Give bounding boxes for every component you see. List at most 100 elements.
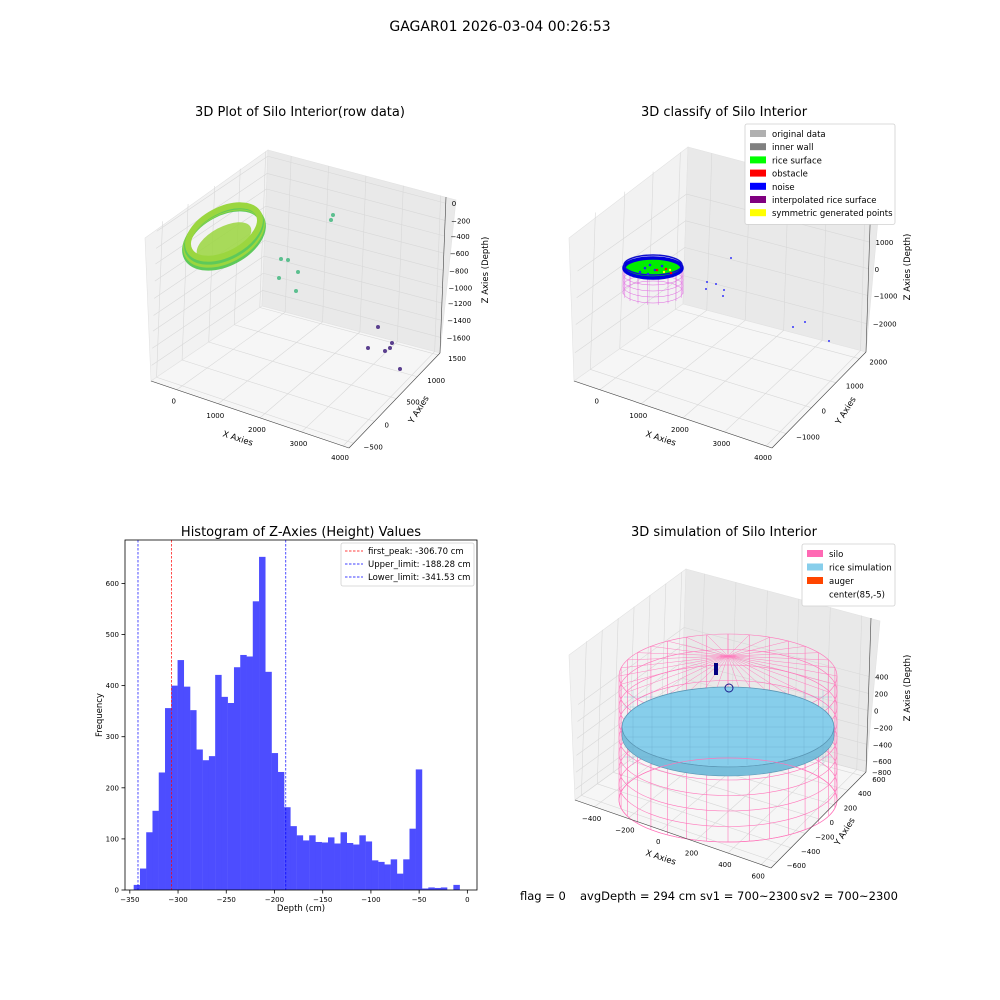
noise-point bbox=[723, 289, 725, 291]
z-tick-label: −2000 bbox=[873, 321, 897, 329]
silo-roof-wire bbox=[727, 636, 770, 657]
outlier-point bbox=[383, 349, 387, 353]
x-tick-label: −400 bbox=[582, 815, 601, 823]
x-tick-label: 400 bbox=[718, 861, 731, 869]
silo-roof-wire bbox=[627, 655, 729, 661]
silo-roof-wire bbox=[627, 655, 729, 693]
legend-swatch bbox=[807, 550, 823, 557]
histogram-bar bbox=[139, 868, 147, 890]
x-tick-label: 2000 bbox=[671, 426, 689, 434]
z-axis-label: Z Axies (Depth) bbox=[903, 234, 913, 301]
legend-entry: interpolated rice surface bbox=[772, 196, 877, 206]
marks bbox=[182, 202, 402, 371]
y-tick-label: 300 bbox=[106, 733, 119, 741]
histogram-bar bbox=[359, 835, 366, 890]
histogram-bar bbox=[202, 760, 210, 890]
legend-entry: inner wall bbox=[772, 143, 813, 153]
z-tick-label: −1000 bbox=[874, 292, 898, 300]
legend-entry: noise bbox=[772, 183, 795, 193]
x-tick-label: 200 bbox=[685, 849, 698, 857]
silo-roof-wire bbox=[621, 655, 729, 669]
y-tick-label: 400 bbox=[858, 790, 871, 798]
symmetric-point bbox=[668, 268, 672, 272]
histogram-bar bbox=[371, 860, 379, 890]
y-tick-label: −400 bbox=[801, 848, 820, 856]
y-tick-label: 200 bbox=[106, 784, 119, 792]
legend-swatch bbox=[750, 196, 766, 203]
histogram-bars bbox=[133, 556, 460, 890]
panel-classify-title: 3D classify of Silo Interior bbox=[641, 105, 808, 120]
inner-wall bbox=[623, 254, 683, 276]
x-tick-label: 0 bbox=[172, 398, 176, 406]
legend-entry: Lower_limit: -341.53 cm bbox=[368, 573, 470, 583]
histogram-bar bbox=[334, 843, 341, 890]
histogram-bar bbox=[378, 861, 385, 890]
outlier-point bbox=[277, 276, 281, 280]
x-tick-label: 600 bbox=[752, 873, 765, 881]
legend-swatch bbox=[807, 577, 823, 584]
noise-point bbox=[705, 288, 707, 290]
outlier-point bbox=[329, 218, 333, 222]
center-marker bbox=[724, 683, 734, 693]
histogram-bar bbox=[396, 873, 404, 890]
histogram-bar bbox=[265, 671, 272, 890]
auger bbox=[714, 663, 718, 675]
silo-roof-wire bbox=[637, 652, 729, 657]
sv1-text: sv1 = 700~2300 bbox=[700, 889, 798, 903]
histogram-bar bbox=[302, 840, 310, 890]
legend-entry: silo bbox=[829, 550, 843, 560]
silo-roof-wire bbox=[727, 646, 806, 657]
silo-roof-wire bbox=[727, 655, 819, 700]
x-tick-label: −250 bbox=[217, 896, 236, 904]
histogram-bar bbox=[196, 749, 203, 890]
x-tick-label: 1000 bbox=[629, 412, 647, 420]
noise-point bbox=[648, 263, 652, 267]
outlier-point bbox=[366, 346, 370, 350]
noise-point bbox=[828, 340, 830, 342]
simulation-title: 3D simulation of Silo Interior bbox=[631, 525, 818, 540]
histogram-bar bbox=[328, 837, 335, 890]
legend-entry: Upper_limit: -188.28 cm bbox=[368, 560, 471, 570]
silo-roof-wire bbox=[727, 655, 835, 685]
x-tick-label: −50 bbox=[412, 896, 427, 904]
z-tick-label: −1600 bbox=[447, 334, 471, 342]
outlier-point bbox=[398, 367, 402, 371]
z-tick-label: −200 bbox=[873, 724, 892, 732]
marks bbox=[622, 254, 830, 342]
legend-swatch bbox=[750, 169, 766, 177]
panel-classify: 3D classify of Silo Interior 0 1000 2000 30… bbox=[568, 105, 913, 462]
flag-text: flag = 0 bbox=[520, 889, 566, 903]
silo-roof-wire bbox=[621, 655, 729, 685]
histogram-bar bbox=[215, 674, 222, 890]
x-tick-label: 1000 bbox=[206, 412, 224, 420]
legend-swatch bbox=[750, 182, 766, 190]
tick-labels: 0 1000 2000 3000 4000 −1000 0 1000 2000 1000 0 −100… bbox=[573, 194, 898, 462]
histogram-bar bbox=[171, 685, 178, 890]
z-tick-label: −1400 bbox=[447, 317, 471, 325]
symmetric-point bbox=[662, 270, 666, 274]
histogram-bar bbox=[321, 842, 329, 890]
histogram-bar bbox=[146, 832, 153, 890]
z-tick-label: −1200 bbox=[448, 300, 472, 308]
y-tick-label: 0 bbox=[821, 408, 825, 416]
silo-roof-wire bbox=[650, 646, 729, 657]
histogram-title: Histogram of Z-Axies (Height) Values bbox=[181, 525, 421, 540]
z-tick-label: −600 bbox=[450, 250, 469, 258]
legend: silo rice simulation auger center(85,-5) bbox=[801, 543, 896, 607]
reference-lines bbox=[137, 540, 287, 890]
histogram-bar bbox=[428, 887, 435, 890]
legend: original data inner wall rice surface obsta… bbox=[744, 123, 896, 225]
y-tick-label: −1000 bbox=[796, 434, 820, 442]
x-tick-label: −100 bbox=[361, 896, 380, 904]
outlier-point bbox=[279, 257, 283, 261]
histogram-bar bbox=[133, 884, 141, 890]
outlier-point bbox=[376, 325, 380, 329]
noise-point bbox=[792, 326, 794, 328]
noise-point bbox=[643, 266, 647, 270]
z-tick-label: −1000 bbox=[449, 284, 473, 292]
histogram-bar bbox=[384, 864, 391, 890]
y-tick-label: 600 bbox=[872, 776, 885, 784]
z-tick-label: 0 bbox=[874, 707, 878, 715]
histogram-bar bbox=[208, 756, 216, 890]
